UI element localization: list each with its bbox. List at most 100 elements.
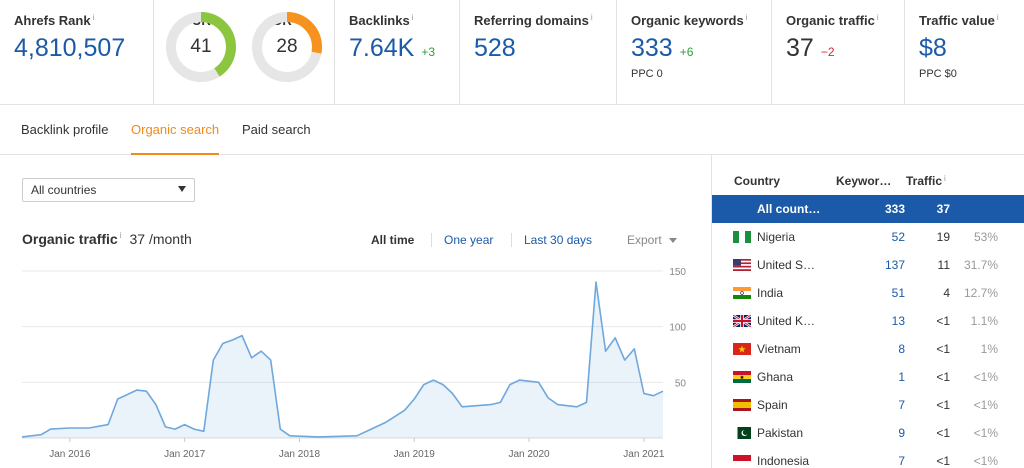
- range-divider: [431, 233, 432, 247]
- table-row[interactable]: United K… 13 <1 1.1%: [712, 307, 1024, 335]
- country-name: Nigeria: [757, 230, 796, 244]
- export-button[interactable]: Export: [627, 233, 677, 247]
- ur-value: 41: [190, 36, 212, 57]
- info-icon[interactable]: i: [944, 174, 946, 183]
- table-row[interactable]: Pakistan 9 <1 <1%: [712, 419, 1024, 447]
- country-name: Ghana: [757, 370, 794, 384]
- traffic-line: [21, 281, 664, 438]
- info-icon[interactable]: i: [119, 231, 122, 240]
- metric-organic-keywords: Organic keywords i 333 +6 PPC 0: [617, 0, 772, 104]
- caret-down-icon: [668, 238, 677, 244]
- y-tick-label: 50: [675, 378, 687, 389]
- metric-label: Backlinks: [349, 13, 410, 28]
- country-select[interactable]: All countries: [22, 178, 195, 202]
- metrics-bar: Ahrefs Rank i 4,810,507 UR i 41 DR i 28 Bac…: [0, 0, 1024, 105]
- flag-uk-icon: [733, 315, 751, 327]
- flag-ghana-icon: [733, 371, 751, 383]
- metric-label: Referring domains: [474, 13, 589, 28]
- country-traffic: <1: [936, 426, 950, 440]
- flag-indonesia-icon: [733, 455, 751, 467]
- metric-value[interactable]: 333: [631, 34, 673, 62]
- table-row[interactable]: Vietnam 8 <1 1%: [712, 335, 1024, 363]
- country-name: United S…: [757, 258, 816, 272]
- country-keywords[interactable]: 1: [898, 370, 905, 384]
- traffic-chart-panel: All countries Organic traffic i 37 /month …: [0, 155, 711, 468]
- country-name: Pakistan: [757, 426, 804, 440]
- info-icon[interactable]: i: [996, 13, 999, 22]
- country-share: 1.1%: [970, 314, 998, 328]
- x-tick-label: Jan 2018: [279, 449, 321, 460]
- metric-value[interactable]: 4,810,507: [14, 34, 126, 62]
- flag-vietnam-icon: [733, 343, 751, 355]
- country-name: All count…: [757, 202, 821, 216]
- header-country[interactable]: Country: [734, 174, 780, 188]
- country-keywords[interactable]: 8: [898, 342, 905, 356]
- metric-value[interactable]: 528: [474, 34, 516, 62]
- metric-organic-traffic: Organic traffic i 37 −2: [772, 0, 905, 104]
- metric-traffic-value: Traffic value i $8 PPC $0: [905, 0, 1024, 104]
- country-select-value: All countries: [31, 183, 97, 197]
- header-keywords[interactable]: Keywor…: [836, 174, 892, 188]
- x-tick-label: Jan 2016: [49, 449, 91, 460]
- country-name: Indonesia: [757, 454, 810, 468]
- info-icon[interactable]: i: [876, 13, 879, 22]
- metric-value[interactable]: 37: [786, 34, 814, 62]
- table-row[interactable]: Ghana 1 <1 <1%: [712, 363, 1024, 391]
- report-tabs: Backlink profile Organic search Paid sea…: [0, 105, 1024, 155]
- country-keywords[interactable]: 137: [884, 258, 905, 272]
- flag-spain-icon: [733, 399, 751, 411]
- country-share: 31.7%: [963, 258, 998, 272]
- metric-label: Organic traffic: [786, 13, 875, 28]
- country-traffic: <1: [936, 398, 950, 412]
- range-one-year[interactable]: One year: [444, 233, 494, 247]
- tab-paid-search[interactable]: Paid search: [242, 122, 311, 137]
- country-keywords[interactable]: 51: [891, 286, 905, 300]
- country-keywords[interactable]: 333: [884, 202, 905, 216]
- metric-ratings: UR i 41 DR i 28: [154, 0, 335, 104]
- table-row[interactable]: Nigeria 52 19 53%: [712, 223, 1024, 251]
- metric-value[interactable]: $8: [919, 34, 947, 62]
- metric-value[interactable]: 7.64K: [349, 34, 415, 62]
- country-keywords[interactable]: 7: [898, 398, 905, 412]
- ppc-value: PPC 0: [631, 68, 663, 80]
- info-icon[interactable]: i: [92, 13, 95, 22]
- x-tick-label: Jan 2021: [623, 449, 665, 460]
- range-all-time[interactable]: All time: [371, 233, 415, 247]
- flag-nigeria-icon: [733, 231, 751, 243]
- country-keywords[interactable]: 13: [891, 314, 905, 328]
- table-row[interactable]: Spain 7 <1 <1%: [712, 391, 1024, 419]
- country-keywords[interactable]: 9: [898, 426, 905, 440]
- flag-india-icon: [733, 287, 751, 299]
- table-row[interactable]: All count… 333 37: [712, 195, 1024, 223]
- info-icon[interactable]: i: [411, 13, 414, 22]
- metric-label: Organic keywords: [631, 13, 744, 28]
- tab-backlink-profile[interactable]: Backlink profile: [21, 122, 109, 137]
- export-label: Export: [627, 233, 662, 247]
- x-tick-label: Jan 2017: [164, 449, 206, 460]
- tab-organic-search[interactable]: Organic search: [131, 122, 220, 155]
- range-last-30-days[interactable]: Last 30 days: [524, 233, 593, 247]
- info-icon[interactable]: i: [590, 13, 593, 22]
- country-share: <1%: [973, 426, 998, 440]
- dr-value: 28: [276, 36, 298, 57]
- country-traffic: 37: [936, 202, 950, 216]
- metric-backlinks: Backlinks i 7.64K +3: [335, 0, 460, 104]
- metric-ahrefs-rank: Ahrefs Rank i 4,810,507: [0, 0, 154, 104]
- delta-badge: +6: [679, 45, 694, 59]
- country-share: <1%: [973, 454, 998, 468]
- table-row[interactable]: United S… 137 11 31.7%: [712, 251, 1024, 279]
- countries-table: Country Keywor… Traffic i All count… 333 37…: [711, 155, 1024, 468]
- country-keywords[interactable]: 52: [891, 230, 905, 244]
- table-row[interactable]: India 51 4 12.7%: [712, 279, 1024, 307]
- dr-gauge: [252, 12, 322, 82]
- metric-referring-domains: Referring domains i 528: [460, 0, 617, 104]
- country-share: <1%: [973, 370, 998, 384]
- info-icon[interactable]: i: [745, 13, 748, 22]
- delta-badge: −2: [820, 45, 835, 59]
- country-keywords[interactable]: 7: [898, 454, 905, 468]
- traffic-per-month: 37 /month: [129, 231, 192, 247]
- table-row[interactable]: Indonesia 7 <1 <1%: [712, 447, 1024, 468]
- country-share: 12.7%: [963, 286, 998, 300]
- y-tick-label: 100: [669, 323, 686, 334]
- caret-down-icon: [178, 186, 186, 192]
